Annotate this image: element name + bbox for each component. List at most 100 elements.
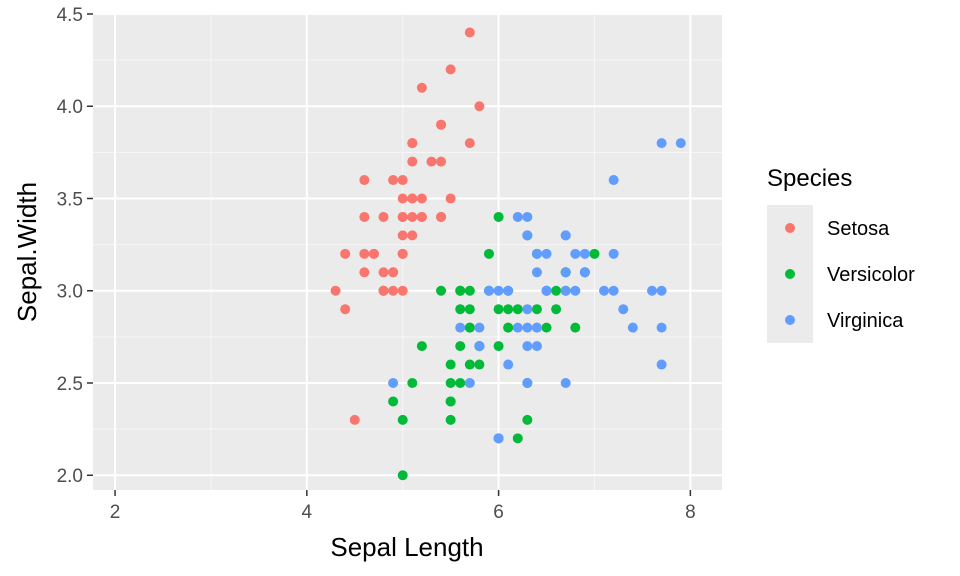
setosa-point xyxy=(436,119,447,130)
versicolor-point xyxy=(493,341,504,352)
virginica-point xyxy=(455,322,466,333)
virginica-point xyxy=(531,341,542,352)
virginica-point xyxy=(570,285,581,296)
virginica-point xyxy=(474,322,485,333)
setosa-point xyxy=(330,285,341,296)
setosa-point xyxy=(416,211,427,222)
versicolor-point xyxy=(388,396,399,407)
virginica-point xyxy=(560,377,571,388)
versicolor-point xyxy=(397,470,408,481)
virginica-point xyxy=(608,175,619,186)
setosa-point xyxy=(368,248,379,259)
virginica-point xyxy=(512,211,523,222)
versicolor-point xyxy=(445,396,456,407)
virginica-point xyxy=(560,285,571,296)
versicolor-point xyxy=(416,341,427,352)
setosa-point xyxy=(349,414,360,425)
setosa-point xyxy=(397,230,408,241)
virginica-point xyxy=(560,230,571,241)
versicolor-point xyxy=(445,377,456,388)
setosa-point xyxy=(397,193,408,204)
virginica-point xyxy=(608,248,619,259)
x-axis: 2 4 6 8 xyxy=(110,490,696,523)
setosa-point xyxy=(397,211,408,222)
versicolor-point xyxy=(445,359,456,370)
virginica-point xyxy=(522,230,533,241)
setosa-point xyxy=(397,285,408,296)
setosa-point xyxy=(407,193,418,204)
x-tick-label: 6 xyxy=(493,502,504,523)
versicolor-point xyxy=(464,322,475,333)
versicolor-point xyxy=(474,359,485,370)
virginica-point xyxy=(579,267,590,278)
virginica-point xyxy=(522,211,533,222)
setosa-point xyxy=(340,248,351,259)
versicolor-point xyxy=(455,341,466,352)
y-axis: 2.0 2.5 3.0 3.5 4.0 4.5 xyxy=(57,5,93,487)
versicolor-point xyxy=(522,414,533,425)
legend-label-setosa: Setosa xyxy=(827,218,890,240)
versicolor-point xyxy=(455,377,466,388)
legend-key-virginica xyxy=(785,315,795,325)
legend-items: Setosa Versicolor Virginica xyxy=(785,218,915,332)
virginica-point xyxy=(474,341,485,352)
virginica-point xyxy=(522,304,533,315)
data-points xyxy=(330,27,686,481)
versicolor-point xyxy=(407,377,418,388)
versicolor-point xyxy=(464,304,475,315)
versicolor-point xyxy=(445,414,456,425)
x-tick-label: 8 xyxy=(685,502,696,523)
setosa-point xyxy=(426,156,437,167)
x-axis-title: Sepal Length xyxy=(330,532,483,562)
x-tick-label: 2 xyxy=(110,502,121,523)
versicolor-point xyxy=(551,304,562,315)
setosa-point xyxy=(378,285,389,296)
setosa-point xyxy=(388,175,399,186)
virginica-point xyxy=(656,138,667,149)
setosa-point xyxy=(407,138,418,149)
virginica-point xyxy=(388,377,399,388)
versicolor-point xyxy=(493,211,504,222)
legend-label-virginica: Virginica xyxy=(827,310,904,332)
setosa-point xyxy=(397,175,408,186)
virginica-point xyxy=(656,285,667,296)
setosa-point xyxy=(445,193,456,204)
y-axis-title: Sepal.Width xyxy=(12,182,42,322)
setosa-point xyxy=(436,211,447,222)
versicolor-point xyxy=(531,304,542,315)
virginica-point xyxy=(531,248,542,259)
versicolor-point xyxy=(484,248,495,259)
setosa-point xyxy=(359,175,370,186)
virginica-point xyxy=(493,285,504,296)
versicolor-point xyxy=(455,304,466,315)
setosa-point xyxy=(407,230,418,241)
setosa-point xyxy=(474,101,485,112)
versicolor-point xyxy=(589,248,600,259)
virginica-point xyxy=(570,248,581,259)
legend-label-versicolor: Versicolor xyxy=(827,264,915,286)
virginica-point xyxy=(627,322,638,333)
setosa-point xyxy=(378,211,389,222)
versicolor-point xyxy=(493,304,504,315)
setosa-point xyxy=(416,193,427,204)
virginica-point xyxy=(675,138,686,149)
versicolor-point xyxy=(397,414,408,425)
versicolor-point xyxy=(512,433,523,444)
legend-key-setosa xyxy=(785,223,795,233)
virginica-point xyxy=(522,322,533,333)
virginica-point xyxy=(503,285,514,296)
virginica-point xyxy=(599,285,610,296)
virginica-point xyxy=(541,285,552,296)
versicolor-point xyxy=(570,322,581,333)
virginica-point xyxy=(512,322,523,333)
versicolor-point xyxy=(541,322,552,333)
setosa-point xyxy=(359,248,370,259)
setosa-point xyxy=(359,267,370,278)
y-tick-label: 4.0 xyxy=(57,97,83,118)
virginica-point xyxy=(608,285,619,296)
versicolor-point xyxy=(551,285,562,296)
setosa-point xyxy=(378,267,389,278)
setosa-point xyxy=(445,64,456,75)
virginica-point xyxy=(522,341,533,352)
setosa-point xyxy=(359,211,370,222)
